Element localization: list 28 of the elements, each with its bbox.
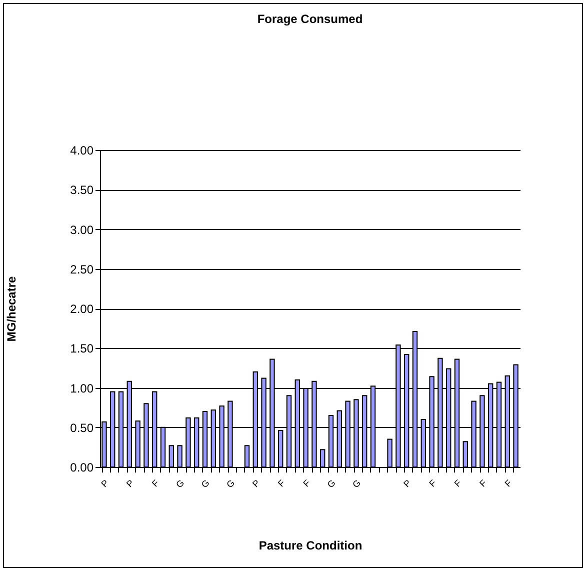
x-tick-label: G [350, 478, 363, 490]
x-tick-label: F [150, 477, 162, 489]
x-tick-label: P [124, 478, 136, 490]
y-tick-label: 2.00 [70, 302, 94, 316]
x-tick-label: F [301, 477, 313, 489]
x-tick-label: F [478, 477, 489, 489]
x-tick-label: G [325, 478, 338, 490]
x-tick-label: G [199, 478, 212, 490]
y-tick-label: 0.50 [70, 420, 94, 435]
chart-title: Forage Consumed [257, 12, 363, 26]
x-tick-label: F [276, 477, 288, 489]
x-tick-label: P [250, 478, 262, 490]
x-tick-label: F [502, 477, 514, 489]
y-tick-label: 4.00 [70, 144, 94, 158]
y-tick-label: 1.00 [70, 381, 94, 396]
y-tick-label: 2.50 [70, 262, 94, 276]
x-tick-label: F [452, 477, 464, 489]
y-tick-label: 1.50 [70, 342, 94, 356]
x-tick-label: P [402, 478, 413, 490]
y-tick-label: 3.00 [70, 222, 94, 237]
x-tick-label: G [174, 478, 186, 490]
y-axis-title: MG/hecatre [4, 276, 18, 342]
y-tick-label: 0.00 [70, 460, 94, 474]
x-axis-title: Pasture Condition [258, 538, 362, 552]
x-tick-label: G [224, 478, 237, 490]
x-tick-label: F [427, 477, 439, 489]
x-tick-label: P [99, 478, 111, 490]
y-tick-label: 3.50 [70, 183, 94, 198]
